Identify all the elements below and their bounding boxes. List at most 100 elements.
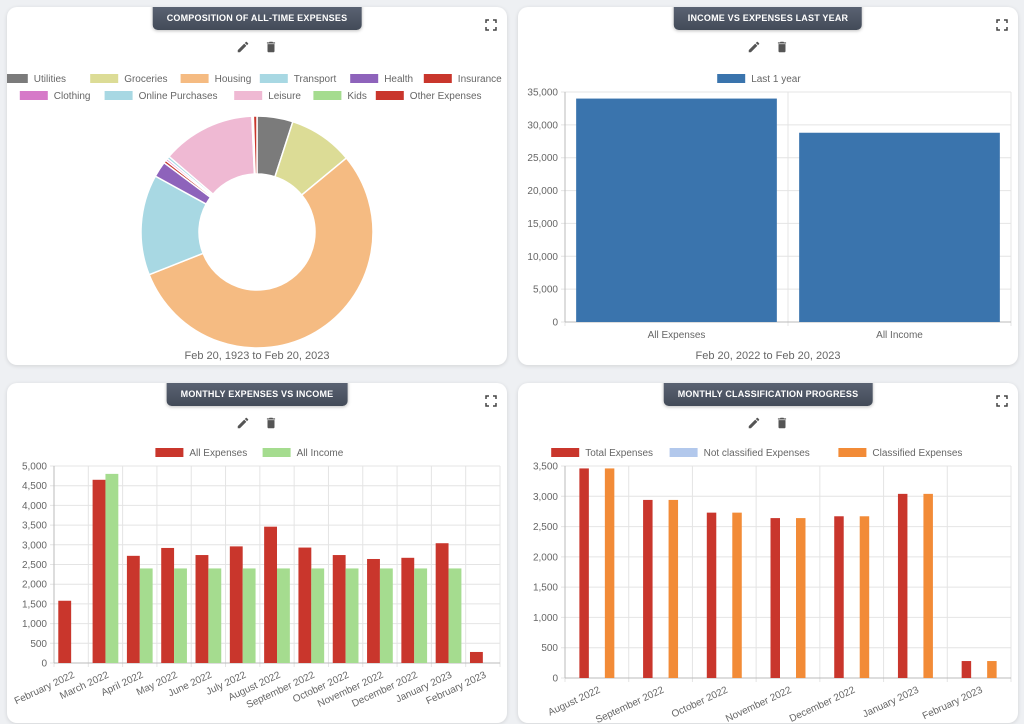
bar — [799, 132, 1000, 322]
bar — [195, 555, 209, 663]
y-tick-label: 4,000 — [22, 501, 47, 512]
legend-swatch — [717, 74, 746, 83]
chart-date-range: Feb 20, 1923 to Feb 20, 2023 — [184, 350, 330, 362]
bar — [923, 493, 933, 678]
card-actions — [747, 416, 789, 430]
trash-icon[interactable] — [775, 40, 789, 54]
y-tick-label: 2,500 — [533, 522, 558, 533]
bar — [126, 555, 140, 663]
card-actions — [747, 40, 789, 54]
bar — [834, 516, 844, 678]
y-tick-label: 0 — [552, 674, 558, 685]
x-tick-label: October 2022 — [670, 685, 730, 721]
card-title: INCOME VS EXPENSES LAST YEAR — [673, 7, 863, 30]
pie-slice — [148, 157, 374, 349]
expand-icon[interactable] — [485, 18, 497, 31]
y-tick-label: 5,000 — [22, 462, 47, 473]
legend-label: Health — [384, 74, 413, 85]
legend-swatch — [155, 448, 184, 457]
card-title: COMPOSITION OF ALL-TIME EXPENSES — [152, 7, 362, 30]
bar — [174, 568, 187, 663]
x-tick-label: January 2023 — [861, 685, 921, 721]
legend-label: All Income — [297, 448, 344, 459]
y-tick-label: 3,000 — [22, 540, 47, 551]
legend-label: Housing — [215, 74, 252, 85]
pencil-icon[interactable] — [747, 416, 761, 430]
bar — [277, 568, 290, 663]
legend-label: Kids — [347, 91, 366, 102]
bar — [668, 499, 679, 678]
bar — [435, 543, 449, 663]
y-tick-label: 1,500 — [533, 583, 558, 594]
bar — [345, 568, 359, 663]
expand-icon[interactable] — [485, 394, 497, 407]
bar — [332, 555, 346, 663]
legend-label: Groceries — [124, 74, 167, 85]
donut-chart: Utilities Groceries Housing Transport Health… — [7, 74, 502, 349]
y-tick-label: 15,000 — [527, 219, 558, 230]
legend-swatch — [19, 91, 48, 100]
legend-swatch — [7, 74, 28, 83]
bar — [576, 98, 777, 322]
x-tick-label: November 2022 — [724, 685, 794, 723]
legend-label: Last 1 year — [751, 74, 801, 85]
bar — [92, 479, 106, 663]
bar — [242, 568, 256, 663]
y-tick-label: 3,500 — [22, 521, 47, 532]
x-tick-label: All Expenses — [648, 330, 706, 341]
y-tick-label: 35,000 — [527, 88, 558, 99]
expand-icon[interactable] — [996, 18, 1008, 31]
monthly-expenses-income-card: MONTHLY EXPENSES VS INCOME All Expenses A… — [7, 383, 507, 723]
card-title: MONTHLY CLASSIFICATION PROGRESS — [663, 383, 873, 406]
bar — [732, 512, 742, 678]
y-tick-label: 10,000 — [527, 252, 558, 263]
bar — [58, 600, 72, 663]
income-expenses-bar-chart: Last 1 year 0 5,000 10,000 15,000 20,000 25,00… — [527, 74, 1012, 341]
legend-swatch — [350, 74, 379, 83]
y-tick-label: 2,500 — [22, 560, 47, 571]
bar — [796, 518, 806, 678]
bar — [401, 557, 415, 663]
legend-swatch — [104, 91, 133, 100]
legend-label: Leisure — [268, 91, 301, 102]
classification-progress-chart: Total Expenses Not classified Expenses Cla… — [533, 448, 1012, 723]
legend-swatch — [375, 91, 404, 100]
bar — [469, 651, 483, 663]
legend-swatch — [259, 74, 288, 83]
trash-icon[interactable] — [264, 416, 278, 430]
y-tick-label: 500 — [541, 643, 558, 654]
legend-label: Utilities — [34, 74, 66, 85]
pencil-icon[interactable] — [236, 416, 250, 430]
x-tick-label: August 2022 — [547, 685, 603, 719]
y-tick-label: 500 — [30, 639, 47, 650]
legend-label: Insurance — [458, 74, 502, 85]
legend-label: Not classified Expenses — [704, 448, 810, 459]
trash-icon[interactable] — [264, 40, 278, 54]
y-tick-label: 4,500 — [22, 481, 47, 492]
y-tick-label: 1,000 — [533, 613, 558, 624]
legend-label: Transport — [294, 74, 337, 85]
y-tick-label: 30,000 — [527, 120, 558, 131]
bar — [579, 468, 589, 678]
legend-swatch — [90, 74, 119, 83]
legend-swatch — [313, 91, 342, 100]
legend-swatch — [838, 448, 867, 457]
legend-label: Clothing — [54, 91, 91, 102]
legend-label: Other Expenses — [410, 91, 482, 102]
bar — [859, 516, 870, 678]
x-tick-label: September 2022 — [594, 685, 666, 723]
expand-icon[interactable] — [996, 394, 1008, 407]
pie-slice — [252, 115, 258, 175]
bar — [105, 473, 119, 663]
card-actions — [236, 40, 278, 54]
bar — [161, 547, 175, 663]
legend-label: All Expenses — [189, 448, 247, 459]
trash-icon[interactable] — [775, 416, 789, 430]
bar — [208, 568, 222, 663]
pencil-icon[interactable] — [236, 40, 250, 54]
bar — [264, 526, 277, 663]
legend-swatch — [234, 91, 263, 100]
bar — [604, 468, 615, 678]
pencil-icon[interactable] — [747, 40, 761, 54]
y-tick-label: 0 — [552, 318, 558, 329]
